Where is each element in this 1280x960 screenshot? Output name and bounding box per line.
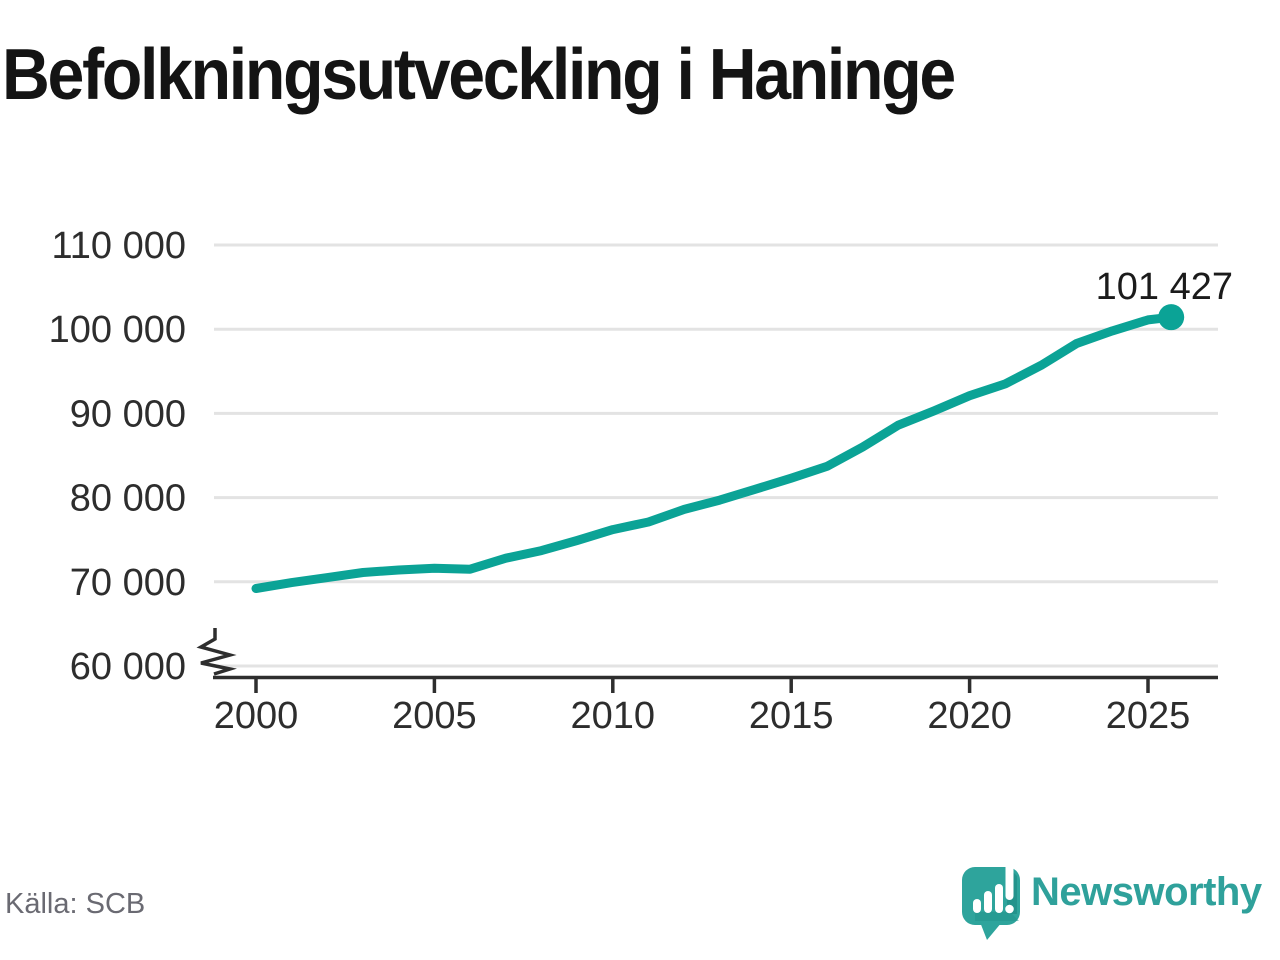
x-axis-tick-label: 2000: [214, 695, 299, 737]
x-axis-tick-label: 2020: [927, 695, 1012, 737]
y-axis-tick-label: 110 000: [51, 225, 186, 267]
x-axis-tick-label: 2025: [1106, 695, 1191, 737]
x-axis-tick-label: 2010: [571, 695, 656, 737]
y-axis-tick-label: 100 000: [49, 309, 186, 351]
y-axis-tick-label: 60 000: [70, 646, 186, 688]
chart-title: Befolkningsutveckling i Haninge: [2, 35, 956, 115]
x-axis-tick-label: 2005: [392, 695, 477, 737]
last-point-marker: [1158, 304, 1185, 331]
y-axis-tick-label: 70 000: [70, 562, 186, 604]
y-axis-tick-label: 90 000: [70, 393, 186, 435]
y-axis-tick-label: 80 000: [70, 478, 186, 520]
source-caption: Källa: SCB: [5, 888, 146, 920]
x-axis-tick-label: 2015: [749, 695, 834, 737]
newsworthy-logo-icon: [962, 862, 1020, 940]
last-value-label: 101 427: [1095, 266, 1233, 308]
population-line: [251, 312, 1176, 593]
y-axis-break-icon: [196, 628, 237, 676]
newsworthy-wordmark: Newsworthy: [1031, 870, 1262, 914]
